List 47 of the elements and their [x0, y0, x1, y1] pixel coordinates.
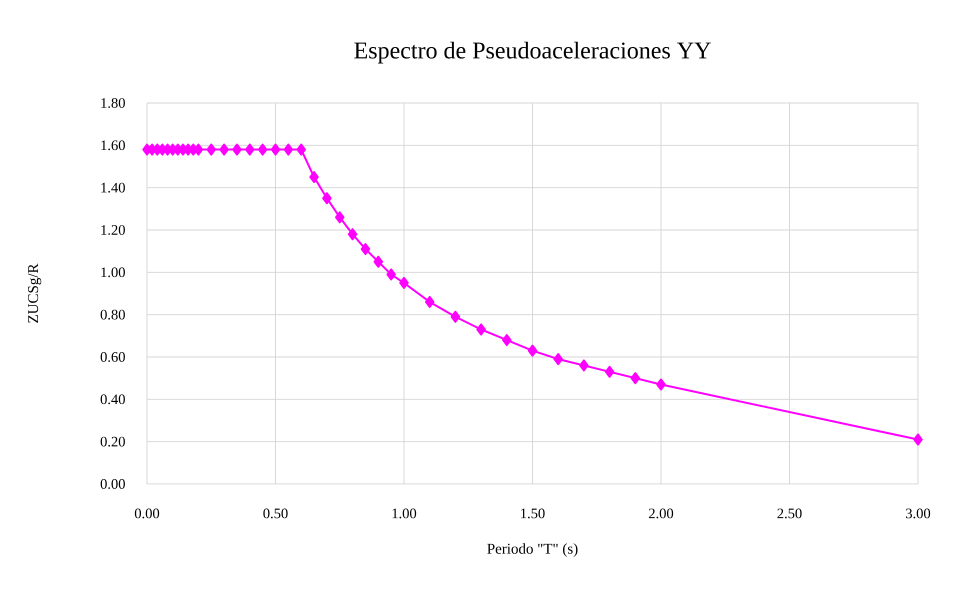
point — [322, 192, 332, 204]
point — [374, 256, 384, 268]
x-tick-label: 3.00 — [906, 508, 930, 518]
point — [348, 228, 358, 240]
point — [502, 334, 512, 346]
point — [386, 268, 396, 280]
point — [232, 144, 242, 156]
point — [630, 372, 640, 384]
y-tick-label: 1.80 — [101, 98, 125, 108]
point — [258, 144, 268, 156]
x-tick-label: 1.50 — [521, 508, 545, 518]
point — [270, 144, 280, 156]
x-axis-title: Periodo "T" (s) — [487, 543, 578, 557]
point — [309, 171, 319, 184]
point — [360, 243, 370, 256]
y-axis-title: ZUCSg/R — [28, 264, 42, 323]
x-tick-label: 2.00 — [648, 508, 674, 518]
point — [476, 323, 486, 336]
y-tick-label: 0.00 — [100, 479, 125, 489]
point — [528, 344, 538, 357]
y-tick-label: 0.40 — [100, 394, 125, 404]
point — [579, 359, 589, 372]
point — [450, 310, 460, 323]
y-tick-label: 1.60 — [101, 140, 125, 150]
y-tick-label: 1.40 — [101, 182, 125, 193]
point — [656, 378, 666, 391]
point — [284, 144, 294, 156]
point — [604, 366, 614, 378]
x-tick-label: 0.00 — [134, 508, 160, 518]
point — [424, 296, 434, 308]
point — [913, 434, 923, 446]
y-tick-label: 1.20 — [101, 225, 125, 235]
point — [553, 353, 563, 366]
chart-title: Espectro de Pseudoaceleraciones YY — [354, 42, 711, 64]
y-tick-label: 0.80 — [100, 310, 125, 320]
point — [335, 211, 345, 224]
x-tick-label: 0.50 — [263, 508, 288, 518]
point — [245, 144, 255, 156]
point — [399, 276, 409, 289]
point — [219, 144, 229, 156]
y-tick-label: 0.20 — [100, 436, 125, 447]
y-tick-label: 1.00 — [101, 267, 125, 278]
point — [206, 144, 216, 156]
point — [296, 144, 306, 156]
x-tick-label: 1.00 — [392, 508, 416, 518]
y-tick-label: 0.60 — [100, 352, 125, 362]
x-tick-label: 2.50 — [777, 508, 802, 518]
